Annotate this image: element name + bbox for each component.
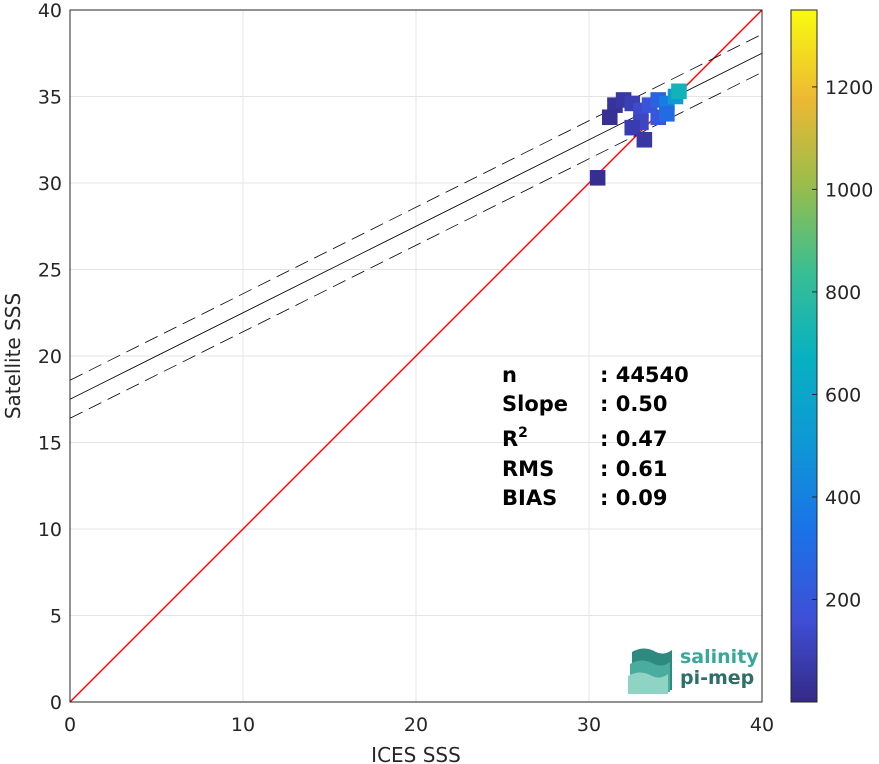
y-tick-label: 15	[38, 433, 62, 455]
x-axis-label: ICES SSS	[371, 743, 461, 764]
confidence-line	[69, 33, 763, 381]
y-axis-label: Satellite SSS	[1, 293, 25, 419]
stat-label: R2	[502, 425, 528, 451]
y-tick-label: 20	[38, 346, 62, 368]
colorbar	[790, 9, 818, 703]
colorbar-tick-label: 600	[825, 384, 861, 406]
y-tick-label: 5	[50, 606, 62, 628]
stat-label: BIAS	[502, 486, 557, 510]
x-tick-label: 10	[231, 714, 255, 736]
y-tick-label: 35	[38, 87, 62, 109]
stat-value: : 0.47	[600, 427, 668, 451]
density-cell	[636, 131, 653, 148]
y-tick-label: 10	[38, 519, 62, 541]
x-tick-labels: 0 10 20 30 40	[64, 714, 774, 736]
y-tick-label: 25	[38, 260, 62, 282]
stats-box: n : 44540 Slope : 0.50 R2 : 0.47 RMS : 0.61 BIAS…	[502, 363, 689, 510]
stat-value: : 0.50	[600, 392, 668, 416]
colorbar-tick-label: 400	[825, 487, 861, 509]
salinity-pimep-logo: salinity pi-mep	[628, 646, 759, 694]
stat-value: : 0.09	[600, 486, 668, 510]
stat-value: : 44540	[600, 363, 689, 387]
colorbar-tick-label: 200	[825, 589, 861, 611]
stat-label: n	[502, 363, 517, 387]
x-tick-label: 0	[64, 714, 76, 736]
density-cell	[671, 83, 687, 100]
y-tick-label: 30	[38, 173, 62, 195]
y-tick-labels: 0 5 10 15 20 25 30 35 40	[38, 0, 62, 714]
colorbar-tick-label: 1200	[825, 77, 873, 99]
x-tick-label: 40	[750, 714, 774, 736]
stat-value: : 0.61	[600, 457, 668, 481]
confidence-line	[69, 71, 763, 419]
density-cell	[659, 106, 675, 122]
colorbar-tick-label: 800	[825, 282, 861, 304]
logo-waves-icon	[628, 648, 672, 694]
density-cell	[601, 109, 618, 126]
y-tick-label: 40	[38, 0, 62, 22]
stat-label: RMS	[502, 457, 554, 481]
density-cell	[624, 119, 641, 136]
density-cells	[589, 83, 687, 186]
y-tick-label: 0	[50, 692, 62, 714]
logo-text-pimep: pi-mep	[680, 667, 754, 689]
colorbar-tick-labels: 200 400 600 800 1000 1200	[812, 77, 873, 611]
x-tick-label: 30	[577, 714, 601, 736]
colorbar-tick-label: 1000	[825, 179, 873, 201]
plot-frame	[69, 9, 763, 703]
logo-text-salinity: salinity	[680, 646, 759, 668]
x-tick-label: 20	[404, 714, 428, 736]
density-cell	[589, 170, 606, 186]
stat-label: Slope	[502, 392, 568, 416]
